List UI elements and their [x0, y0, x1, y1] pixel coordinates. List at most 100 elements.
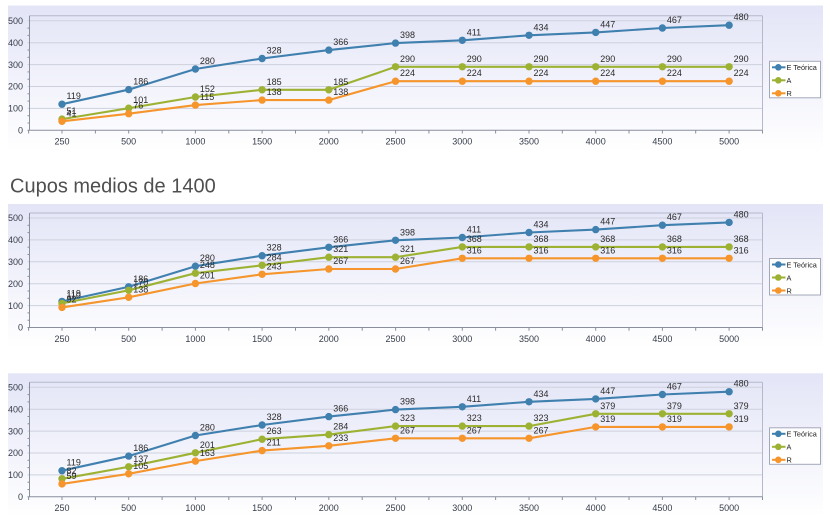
svg-text:170: 170	[133, 277, 148, 287]
svg-text:3500: 3500	[519, 334, 539, 344]
svg-text:E Teórica: E Teórica	[787, 430, 818, 439]
svg-text:105: 105	[133, 461, 148, 471]
svg-text:119: 119	[67, 458, 81, 468]
svg-text:59: 59	[67, 471, 77, 481]
svg-text:2000: 2000	[319, 334, 339, 344]
svg-text:290: 290	[734, 54, 749, 64]
svg-text:A: A	[787, 273, 792, 282]
svg-text:267: 267	[467, 425, 482, 435]
svg-text:400: 400	[8, 235, 23, 245]
svg-text:319: 319	[600, 414, 615, 424]
svg-text:316: 316	[600, 245, 615, 255]
svg-text:290: 290	[400, 54, 415, 64]
svg-text:480: 480	[734, 209, 749, 219]
svg-text:500: 500	[121, 503, 136, 513]
svg-text:51: 51	[67, 106, 77, 116]
svg-text:323: 323	[467, 413, 482, 423]
svg-text:248: 248	[200, 260, 215, 270]
svg-text:411: 411	[467, 225, 481, 235]
svg-text:100: 100	[8, 104, 23, 114]
svg-text:328: 328	[267, 46, 282, 56]
svg-text:A: A	[787, 443, 792, 452]
svg-text:R: R	[787, 456, 792, 465]
svg-text:300: 300	[8, 257, 23, 267]
svg-text:316: 316	[467, 245, 482, 255]
svg-text:300: 300	[8, 60, 23, 70]
svg-text:323: 323	[534, 413, 549, 423]
svg-text:5000: 5000	[719, 137, 739, 147]
svg-text:368: 368	[600, 234, 615, 244]
svg-text:328: 328	[267, 412, 282, 422]
svg-text:411: 411	[467, 394, 481, 404]
svg-text:224: 224	[400, 68, 415, 78]
svg-text:110: 110	[67, 290, 81, 300]
svg-text:1000: 1000	[185, 137, 205, 147]
svg-text:368: 368	[667, 234, 682, 244]
svg-text:500: 500	[8, 213, 23, 223]
svg-text:186: 186	[133, 274, 148, 284]
svg-text:3000: 3000	[452, 334, 472, 344]
svg-text:500: 500	[8, 383, 23, 393]
svg-text:224: 224	[534, 68, 549, 78]
svg-text:250: 250	[54, 503, 69, 513]
svg-text:Cupos medios de 1400: Cupos medios de 1400	[10, 176, 216, 198]
svg-text:411: 411	[467, 27, 481, 37]
svg-text:379: 379	[667, 401, 682, 411]
svg-text:267: 267	[333, 256, 348, 266]
svg-text:480: 480	[734, 12, 749, 22]
svg-text:2500: 2500	[385, 137, 405, 147]
svg-text:480: 480	[734, 379, 749, 389]
svg-text:4000: 4000	[586, 137, 606, 147]
svg-text:2000: 2000	[319, 137, 339, 147]
svg-text:290: 290	[534, 54, 549, 64]
svg-text:138: 138	[267, 87, 282, 97]
svg-text:101: 101	[133, 95, 148, 105]
svg-text:267: 267	[400, 425, 415, 435]
svg-text:3000: 3000	[452, 503, 472, 513]
svg-text:200: 200	[8, 448, 23, 458]
svg-text:1500: 1500	[252, 503, 272, 513]
svg-text:280: 280	[200, 253, 215, 263]
svg-text:1500: 1500	[252, 334, 272, 344]
svg-text:447: 447	[600, 386, 615, 396]
svg-text:319: 319	[734, 414, 749, 424]
svg-text:1000: 1000	[185, 334, 205, 344]
svg-text:92: 92	[67, 294, 77, 304]
svg-text:224: 224	[734, 68, 749, 78]
svg-text:368: 368	[467, 234, 482, 244]
svg-text:4000: 4000	[586, 334, 606, 344]
svg-text:185: 185	[333, 77, 348, 87]
svg-text:316: 316	[734, 245, 749, 255]
svg-text:3500: 3500	[519, 137, 539, 147]
svg-text:137: 137	[133, 454, 148, 464]
svg-text:4500: 4500	[652, 503, 672, 513]
svg-text:200: 200	[8, 279, 23, 289]
svg-text:2500: 2500	[385, 503, 405, 513]
svg-text:447: 447	[600, 19, 615, 29]
svg-text:243: 243	[267, 261, 282, 271]
svg-text:119: 119	[67, 91, 81, 101]
svg-text:R: R	[787, 286, 792, 295]
svg-text:2000: 2000	[319, 503, 339, 513]
svg-text:4500: 4500	[652, 334, 672, 344]
svg-text:186: 186	[133, 77, 148, 87]
svg-text:201: 201	[200, 271, 215, 281]
svg-text:0: 0	[18, 323, 23, 333]
svg-text:100: 100	[8, 301, 23, 311]
svg-text:323: 323	[400, 413, 415, 423]
svg-text:152: 152	[200, 84, 215, 94]
svg-text:284: 284	[267, 252, 282, 262]
svg-text:2500: 2500	[385, 334, 405, 344]
svg-text:E Teórica: E Teórica	[787, 260, 818, 269]
svg-text:41: 41	[67, 108, 77, 118]
svg-text:366: 366	[333, 404, 348, 414]
svg-text:138: 138	[133, 284, 148, 294]
svg-text:467: 467	[667, 382, 682, 392]
svg-text:321: 321	[333, 244, 348, 254]
svg-text:290: 290	[467, 54, 482, 64]
svg-text:400: 400	[8, 38, 23, 48]
svg-text:379: 379	[600, 401, 615, 411]
svg-text:368: 368	[734, 234, 749, 244]
svg-text:250: 250	[54, 137, 69, 147]
svg-text:A: A	[787, 76, 792, 85]
